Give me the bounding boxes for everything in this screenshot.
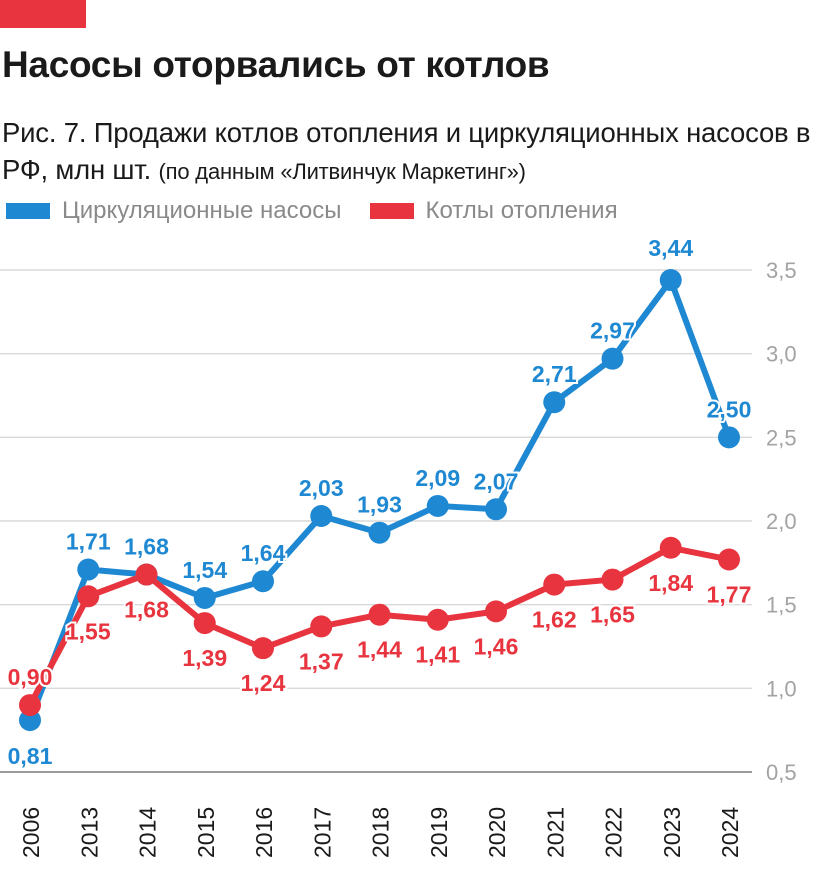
x-tick-label: 2018 — [368, 807, 394, 858]
x-tick-label: 2021 — [542, 807, 568, 858]
data-point-pumps — [543, 391, 566, 414]
x-tick-label: 2024 — [717, 807, 743, 858]
data-point-boilers — [193, 612, 216, 635]
y-tick-label: 3,5 — [766, 258, 797, 283]
y-tick-label: 1,5 — [766, 593, 797, 618]
legend-item-boilers: Котлы отопления — [369, 197, 618, 225]
data-label-pumps: 2,03 — [299, 475, 344, 501]
y-tick-label: 2,0 — [766, 509, 797, 534]
data-point-boilers — [601, 568, 624, 591]
x-tick-label: 2006 — [18, 807, 44, 858]
data-point-boilers — [252, 637, 274, 660]
x-tick-label: 2015 — [193, 807, 219, 858]
data-point-pumps — [485, 498, 507, 521]
data-label-boilers: 1,55 — [66, 618, 111, 644]
data-label-boilers: 1,39 — [182, 645, 227, 671]
data-point-boilers — [426, 608, 449, 631]
x-tick-label: 2022 — [601, 807, 627, 858]
x-tick-label: 2013 — [76, 807, 102, 858]
legend-label-boilers: Котлы отопления — [425, 197, 618, 224]
legend-swatch-pumps — [6, 203, 50, 219]
data-label-boilers: 0,90 — [8, 664, 53, 690]
data-point-pumps — [252, 570, 274, 593]
x-tick-label: 2017 — [309, 807, 335, 858]
data-point-boilers — [19, 694, 41, 717]
data-label-pumps: 2,50 — [707, 396, 752, 422]
data-label-boilers: 1,44 — [357, 637, 402, 663]
data-point-pumps — [601, 347, 624, 370]
data-point-boilers — [77, 585, 100, 608]
data-point-boilers — [659, 536, 682, 559]
data-point-pumps — [659, 269, 682, 292]
y-tick-label: 0,5 — [766, 760, 797, 785]
data-point-pumps — [193, 586, 216, 609]
x-tick-label: 2016 — [251, 807, 277, 858]
legend: Циркуляционные насосы Котлы отопления — [6, 196, 646, 226]
source-note: (по данным «Литвинчук Маркетинг») — [158, 159, 526, 184]
chart-subtitle: Рис. 7. Продажи котлов отопления и цирку… — [2, 114, 832, 190]
legend-swatch-boilers — [369, 203, 414, 219]
y-tick-label: 1,0 — [766, 676, 797, 701]
legend-item-pumps: Циркуляционные насосы — [6, 197, 342, 225]
data-point-boilers — [485, 600, 507, 623]
data-label-boilers: 1,65 — [590, 602, 635, 628]
data-point-pumps — [77, 558, 100, 581]
data-label-pumps: 0,81 — [8, 743, 53, 769]
data-point-boilers — [718, 548, 740, 571]
data-label-boilers: 1,24 — [241, 670, 286, 696]
data-label-pumps: 1,64 — [241, 540, 286, 566]
x-tick-label: 2019 — [426, 807, 452, 858]
data-point-pumps — [426, 494, 449, 517]
data-label-boilers: 1,37 — [299, 648, 344, 674]
data-label-boilers: 1,41 — [415, 642, 460, 668]
x-tick-label: 2020 — [484, 807, 510, 858]
data-label-pumps: 1,68 — [124, 534, 169, 560]
y-tick-label: 3,0 — [766, 342, 797, 367]
data-label-pumps: 1,54 — [182, 557, 227, 583]
subtitle-text: Рис. 7. Продажи котлов отопления и цирку… — [2, 117, 811, 185]
x-tick-label: 2023 — [659, 807, 685, 858]
data-point-pumps — [368, 521, 391, 544]
data-point-pumps — [718, 426, 740, 449]
data-label-pumps: 1,71 — [66, 529, 111, 555]
data-label-boilers: 1,84 — [648, 570, 693, 596]
data-point-pumps — [19, 709, 41, 732]
x-tick-label: 2014 — [135, 807, 161, 858]
chart-title: Насосы оторвались от котлов — [2, 44, 550, 85]
legend-label-pumps: Циркуляционные насосы — [62, 197, 342, 224]
data-label-pumps: 2,07 — [474, 468, 519, 494]
data-label-pumps: 3,44 — [648, 235, 693, 261]
data-label-pumps: 2,97 — [590, 318, 635, 344]
data-point-boilers — [368, 603, 391, 626]
data-point-boilers — [310, 615, 333, 638]
data-label-boilers: 1,68 — [124, 597, 169, 623]
data-point-boilers — [543, 573, 566, 596]
data-label-boilers: 1,46 — [474, 633, 519, 659]
data-point-pumps — [310, 504, 333, 527]
data-label-pumps: 2,71 — [532, 361, 577, 387]
y-tick-label: 2,5 — [766, 425, 797, 450]
data-label-pumps: 2,09 — [415, 465, 460, 491]
accent-bar — [0, 0, 86, 28]
data-label-boilers: 1,62 — [532, 607, 577, 633]
data-point-boilers — [135, 563, 158, 586]
data-label-pumps: 1,93 — [357, 492, 402, 518]
data-label-boilers: 1,77 — [707, 581, 752, 607]
